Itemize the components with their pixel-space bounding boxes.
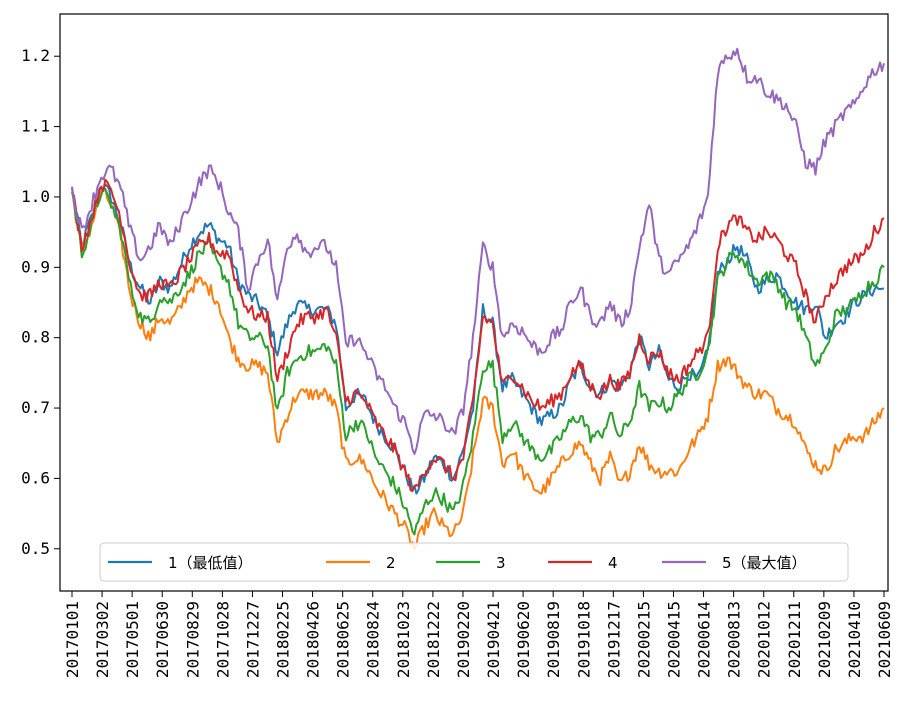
legend-label-5: 5（最大值）: [722, 554, 807, 572]
x-tick-label: 20170101: [63, 601, 82, 678]
series-line-4: [71, 178, 885, 493]
y-tick-label: 0.6: [21, 468, 50, 487]
x-tick-label: 20171028: [213, 601, 232, 678]
x-tick-label: 20191217: [604, 601, 623, 678]
series-line-5: [71, 47, 885, 455]
y-tick-label: 1.2: [21, 46, 50, 65]
legend-label-4: 4: [608, 554, 618, 572]
series-layer: [71, 47, 885, 551]
x-tick-label: 20190220: [454, 601, 473, 678]
x-tick-label: 20170501: [123, 601, 142, 678]
x-tick-label: 20181023: [394, 601, 413, 678]
x-tick-label: 20170829: [183, 601, 202, 678]
legend-label-2: 2: [386, 554, 396, 572]
y-tick-label: 1.1: [21, 117, 50, 136]
x-tick-label: 20190819: [544, 601, 563, 678]
x-tick-label: 20180625: [334, 601, 353, 678]
x-tick-label: 20200415: [664, 601, 683, 678]
series-line-2: [71, 187, 885, 551]
y-tick-label: 0.5: [21, 539, 50, 558]
y-tick-label: 1.0: [21, 187, 50, 206]
plot-frame: [59, 13, 889, 592]
x-tick-label: 20201012: [755, 601, 774, 678]
x-tick-label: 20200614: [695, 601, 714, 678]
x-tick-label: 20180824: [364, 601, 383, 678]
x-tick-label: 20190620: [514, 601, 533, 678]
x-tick-label: 20170302: [93, 601, 112, 678]
legend: 1（最低值） 2 3 4 5（最大值）: [99, 542, 849, 582]
x-tick-label: 20210609: [875, 601, 894, 678]
x-tick-label: 20180225: [274, 601, 293, 678]
x-tick-label: 20210410: [845, 601, 864, 678]
x-tick-label: 20181222: [424, 601, 443, 678]
axis-layer: 0.5 0.6 0.7 0.8 0.9 1.0 1.1 1.2 20170101 20170302…: [21, 13, 894, 678]
y-tick-label: 0.8: [21, 328, 50, 347]
x-tick-label: 20210209: [815, 601, 834, 678]
x-tick-label: 20200813: [725, 601, 744, 678]
x-tick-label: 20201211: [785, 601, 804, 678]
x-tick-label: 20200215: [634, 601, 653, 678]
legend-label-1: 1（最低值）: [168, 554, 253, 572]
x-tick-label: 20191018: [574, 601, 593, 678]
x-tick-label: 20190421: [484, 601, 503, 678]
legend-label-3: 3: [496, 554, 506, 572]
x-tick-label: 20171227: [243, 601, 262, 678]
x-tick-label: 20180426: [304, 601, 323, 678]
x-tick-label: 20170630: [153, 601, 172, 678]
y-tick-label: 0.7: [21, 398, 50, 417]
y-tick-label: 0.9: [21, 257, 50, 276]
